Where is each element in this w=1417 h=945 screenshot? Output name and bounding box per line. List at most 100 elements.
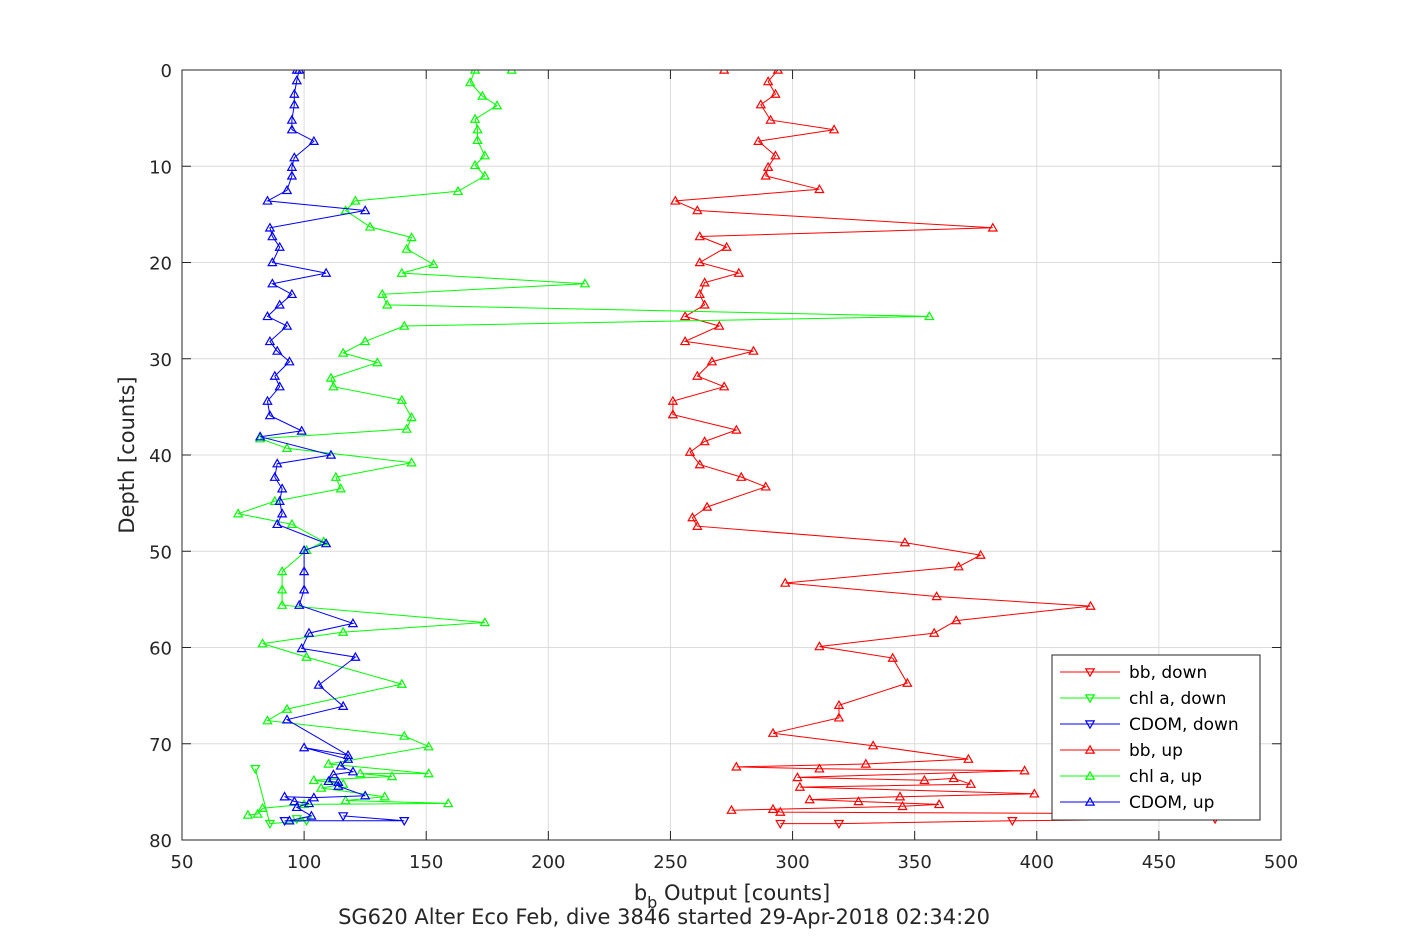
data-point-chl-a-up [472, 124, 483, 134]
data-point-bb-up [772, 70, 784, 74]
data-point-bb-up [867, 740, 879, 750]
x-axis-label-subscript: b [647, 893, 657, 912]
data-point-bb-up [950, 615, 962, 625]
legend-label: CDOM, up [1129, 793, 1214, 813]
data-point-chl-a-up [406, 412, 417, 422]
data-point-bb-up [755, 99, 767, 109]
data-point-chl-a-up [491, 100, 503, 110]
data-point-cdom-up [342, 753, 354, 763]
x-tick-label: 50 [171, 852, 194, 873]
data-point-bb-up [721, 241, 732, 251]
chart-caption: SG620 Alter Eco Feb, dive 3846 started 2… [338, 905, 990, 929]
data-point-cdom-up [267, 231, 278, 241]
data-point-cdom-up [335, 760, 346, 770]
data-point-bb-up [748, 345, 759, 355]
series-line-cdom-up [260, 70, 366, 822]
data-point-bb-up [762, 161, 774, 171]
y-tick-label: 40 [149, 446, 172, 467]
data-point-cdom-up [293, 599, 305, 609]
data-point-chl-a-up [401, 243, 412, 253]
x-axis-label: bb Output [counts] [634, 881, 830, 912]
data-point-chl-a-up [364, 221, 376, 231]
data-point-cdom-up [284, 356, 295, 366]
data-point-bb-up [765, 114, 776, 124]
data-point-cdom-up [298, 742, 310, 752]
y-axis-label: Depth [counts] [115, 376, 139, 533]
legend-label: CDOM, down [1129, 715, 1239, 735]
data-point-bb-up [694, 231, 705, 241]
data-point-cdom-up [308, 792, 320, 802]
data-point-cdom-up [333, 780, 344, 790]
data-point-chl-a-up [281, 703, 293, 713]
data-point-cdom-up [320, 538, 332, 548]
data-point-chl-a-down [250, 765, 261, 775]
data-point-cdom-up [281, 184, 293, 195]
data-point-bb-up [679, 310, 691, 321]
data-point-chl-a-up [386, 771, 398, 781]
data-point-cdom-up [289, 152, 300, 162]
data-point-bb-up [899, 537, 911, 547]
data-point-chl-a-up [377, 288, 388, 299]
data-point-cdom-up [350, 651, 361, 661]
data-point-bb-up [792, 772, 803, 782]
data-point-cdom-up [296, 425, 307, 435]
data-point-bb-up [965, 778, 977, 788]
data-point-chl-a-up [924, 310, 935, 321]
legend: bb, down chl a, down CDOM, down bb, up chl a… [1051, 654, 1261, 821]
series-line-cdom-down [284, 815, 405, 822]
data-point-bb-up [684, 446, 696, 456]
legend-marker [1084, 668, 1096, 678]
data-point-cdom-up [313, 679, 324, 689]
data-point-chl-a-up [328, 381, 339, 391]
data-point-cdom-up [286, 288, 298, 299]
data-point-cdom-up [291, 75, 303, 85]
data-point-chl-a-up [477, 90, 488, 100]
data-point-chl-a-up [315, 782, 327, 792]
data-point-bb-up [767, 803, 779, 813]
data-point-bb-up [692, 520, 703, 530]
data-point-bb-up [770, 88, 781, 98]
data-point-bb-up [694, 288, 705, 299]
data-point-chl-a-up [337, 347, 349, 357]
data-point-chl-a-up [323, 758, 334, 768]
data-point-chl-a-up [479, 170, 491, 180]
data-point-chl-a-up [379, 791, 390, 801]
y-tick-label: 10 [149, 157, 172, 178]
data-point-chl-a-up [469, 113, 481, 123]
data-point-bb-up [699, 436, 710, 446]
x-axis-label-rest: Output [counts] [657, 881, 830, 905]
data-point-cdom-up [286, 124, 298, 134]
data-point-bb-up [733, 267, 745, 277]
data-point-bb-up [1019, 765, 1030, 775]
data-point-chl-a-up [257, 802, 268, 812]
data-point-bb-up [687, 512, 698, 522]
data-point-cdom-up [320, 267, 332, 277]
data-point-cdom-up [289, 88, 300, 98]
data-point-cdom-up [298, 544, 310, 555]
legend-label: chl a, up [1129, 767, 1202, 787]
data-point-bb-up [692, 370, 703, 380]
data-point-cdom-up [269, 370, 281, 380]
data-point-bb-up [931, 591, 942, 601]
data-point-bb-up [853, 796, 864, 806]
data-point-bb-up [731, 424, 742, 434]
series-chl-a-up [232, 70, 935, 819]
data-point-chl-a-up [469, 70, 481, 74]
x-tick-label: 300 [775, 852, 809, 873]
data-point-cdom-up [298, 566, 310, 576]
data-point-cdom-up [303, 798, 315, 808]
data-point-chl-a-up [479, 150, 491, 160]
data-point-cdom-up [281, 320, 293, 330]
data-point-cdom-up [296, 643, 307, 653]
data-point-chl-a-up [337, 626, 349, 636]
data-point-chl-a-up [301, 651, 312, 661]
data-point-bb-up [767, 727, 779, 737]
data-point-bb-up [833, 712, 845, 722]
data-point-chl-a-up [579, 278, 591, 288]
data-point-bb-up [894, 791, 906, 801]
legend-marker [1084, 796, 1096, 806]
data-point-cdom-up [274, 381, 285, 391]
data-point-cdom-up [276, 508, 288, 518]
data-point-cdom-up [267, 278, 278, 288]
data-point-cdom-up [274, 495, 285, 505]
